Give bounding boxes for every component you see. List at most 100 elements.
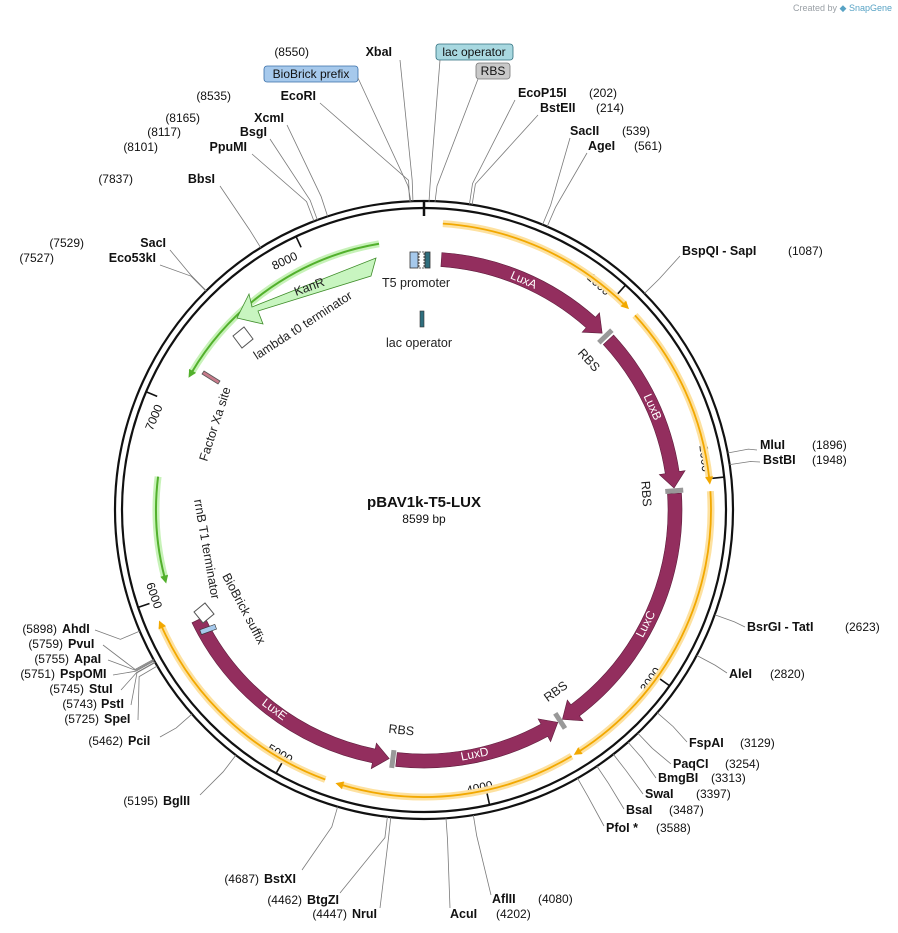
rrnb-terminator-icon (193, 602, 215, 624)
enzyme-position: (4462) (267, 893, 302, 907)
enzyme-position: (561) (634, 139, 662, 153)
enzyme-position: (2623) (845, 620, 880, 634)
biobrick-suffix-label: BioBrick suffix (219, 571, 268, 647)
enzyme-position: (1948) (812, 453, 847, 467)
credit-prefix: Created by (792, 3, 837, 13)
enzyme-position: (2820) (770, 667, 805, 681)
enzyme-leader-line (399, 59, 414, 202)
enzyme-name: BsgI (240, 125, 267, 139)
enzyme-position: (4202) (496, 907, 531, 921)
enzyme-position: (7529) (49, 236, 84, 250)
enzyme-name: PciI (128, 734, 150, 748)
lac-operator-inner-label: lac operator (386, 336, 452, 350)
enzyme-name: AhdI (62, 622, 90, 636)
enzyme-position: (3397) (696, 787, 731, 801)
biobrick-prefix-feature (409, 251, 419, 269)
enzyme-position: (8101) (123, 140, 158, 154)
rbs-label: RBS (541, 678, 570, 704)
enzyme-name: BstBI (763, 453, 796, 467)
credit-brand: SnapGene (848, 3, 892, 13)
rbs-feature (597, 328, 614, 345)
enzyme-leader-line (613, 753, 644, 795)
kanr-arc-arrowhead (160, 574, 169, 584)
enzyme-leader-line (471, 114, 539, 205)
snapgene-credit: Created by ◆ SnapGene (793, 3, 892, 14)
rbs-box-label: RBS (481, 64, 506, 78)
scale-tick (275, 762, 283, 774)
enzyme-position: (4687) (224, 872, 259, 886)
lac-operator-box-label: lac operator (442, 45, 505, 59)
enzyme-position: (5755) (34, 652, 69, 666)
enzyme-name: AgeI (588, 139, 615, 153)
luxe-arrow (191, 616, 390, 770)
enzyme-name: BspQI - SapI (682, 244, 756, 258)
enzyme-leader-line (159, 713, 193, 738)
enzyme-leader-line (577, 777, 605, 827)
enzyme-position: (5743) (62, 697, 97, 711)
enzyme-name: PspOMI (60, 667, 107, 681)
enzyme-position: (5725) (64, 712, 99, 726)
rbs-label: RBS (638, 480, 654, 507)
orf-arrowhead (158, 620, 166, 630)
kanr-arrow (236, 257, 377, 325)
enzyme-name: PaqCI (673, 757, 708, 771)
luxd-arrow (395, 718, 559, 769)
enzyme-position: (8117) (147, 125, 181, 139)
enzyme-leader-line (112, 660, 155, 676)
enzyme-name: AflII (492, 892, 516, 906)
t5-promoter-label: T5 promoter (382, 276, 450, 290)
enzyme-leader-line (379, 817, 392, 909)
enzyme-leader-line (130, 662, 156, 706)
lac-operator-leader (428, 59, 441, 203)
scale-tick-label: 7000 (142, 402, 165, 432)
enzyme-name: FspAI (689, 736, 724, 750)
enzyme-sites: XbaI (8550) EcoRI (8535) XcmI (8165) BsgI (8117… (19, 45, 879, 921)
orf-arrowhead (620, 300, 630, 310)
scale-tick (659, 678, 671, 687)
lux-feature-label: LuxB (641, 392, 665, 423)
lac-operator-feature (424, 251, 431, 269)
enzyme-name: Eco53kI (109, 251, 156, 265)
lac-operator-inner-feature (419, 310, 425, 328)
enzyme-name: SwaI (645, 787, 674, 801)
orf-arc (442, 222, 626, 306)
scale-tick (712, 476, 725, 480)
enzyme-position: (3313) (711, 771, 746, 785)
enzyme-leader-line (546, 152, 588, 227)
luxc-arrow (562, 492, 683, 722)
enzyme-name: AcuI (450, 907, 477, 921)
enzyme-leader-line (94, 629, 140, 640)
enzyme-name: BstEII (540, 101, 575, 115)
enzyme-position: (5462) (88, 734, 123, 748)
factor-xa-label: Factor Xa site (197, 385, 234, 463)
enzyme-leader-line (107, 659, 155, 671)
enzyme-name: BsaI (626, 803, 652, 817)
enzyme-position: (1087) (788, 244, 823, 258)
rrnb-terminator-label: rrnB T1 terminator (191, 498, 222, 600)
luxb-arrow (602, 334, 686, 489)
enzyme-name: PpuMI (210, 140, 248, 154)
enzyme-leader-line (469, 99, 516, 205)
kanr-arc-arrowhead (188, 368, 197, 378)
enzyme-leader-line (301, 806, 339, 871)
kanr-arc (155, 476, 166, 578)
enzyme-leader-line (269, 138, 318, 221)
enzyme-name: BbsI (188, 172, 215, 186)
enzyme-position: (3254) (725, 757, 760, 771)
scale-tick (295, 236, 302, 248)
enzyme-name: BmgBI (658, 771, 698, 785)
kanr-arc (190, 242, 380, 374)
orf-arrowhead (705, 476, 714, 485)
scale-tick (137, 602, 150, 609)
enzyme-leader-line (727, 448, 758, 454)
enzyme-position: (202) (589, 86, 617, 100)
orf-arrowhead (335, 781, 345, 790)
enzyme-position: (5898) (22, 622, 57, 636)
enzyme-name: SacI (140, 236, 166, 250)
enzyme-name: SpeI (104, 712, 130, 726)
rbs-box (475, 62, 511, 80)
orf-arc (578, 491, 712, 753)
scale-tick (145, 390, 158, 398)
enzyme-leader-line (319, 102, 410, 202)
scale-tick (616, 284, 627, 295)
